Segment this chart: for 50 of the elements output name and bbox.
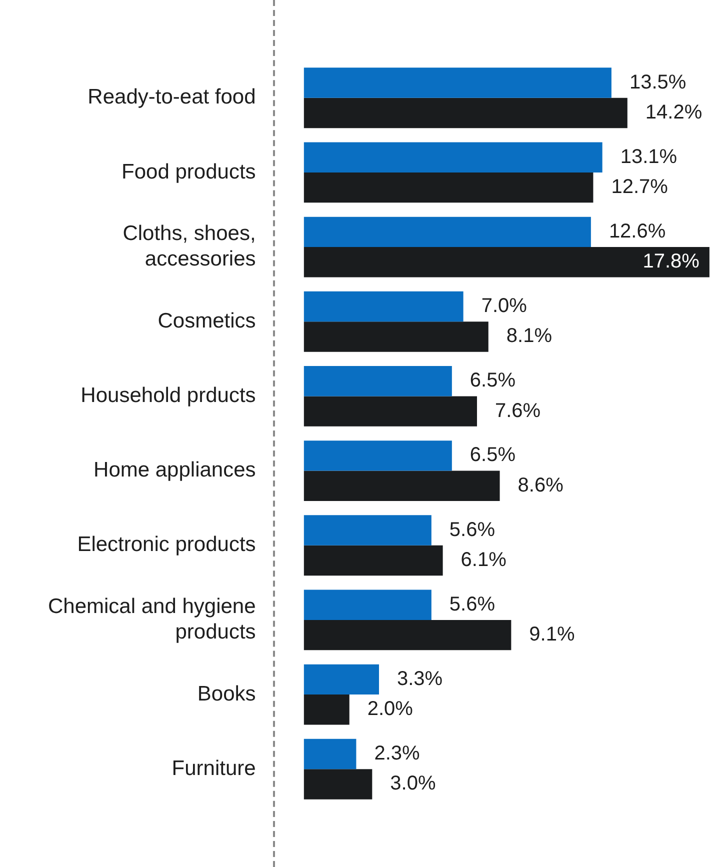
data-label: 9.1% (529, 624, 575, 646)
y-tick-label: Food products (122, 160, 256, 184)
data-label: 13.1% (620, 146, 678, 168)
data-label: 6.1% (460, 548, 507, 571)
y-tick-label: Household prducts (80, 384, 256, 408)
y-tick-label: Cloths, shoes, accessories (122, 222, 256, 270)
data-label: 13.5% (629, 71, 686, 94)
data-label: 2.0% (367, 698, 414, 720)
bar (304, 738, 356, 770)
bar (304, 515, 432, 546)
bar (304, 590, 432, 620)
bar (304, 769, 372, 800)
data-label: 7.6% (494, 400, 541, 422)
bar (304, 545, 443, 576)
data-label: 17.8% (642, 250, 700, 273)
data-label: 2.3% (374, 742, 420, 765)
y-tick-label: Ready-to-eat food (88, 86, 256, 109)
data-label: 12.6% (608, 220, 666, 242)
data-label: 6.5% (470, 370, 516, 392)
bar (304, 396, 477, 426)
data-label: 3.3% (397, 668, 443, 690)
y-tick-label: Furniture (172, 756, 256, 780)
bar (304, 470, 500, 501)
data-label: 5.6% (449, 593, 496, 616)
bar (304, 694, 350, 725)
data-label: 3.0% (390, 772, 436, 795)
bar (304, 172, 594, 203)
y-tick-label: Books (197, 682, 256, 706)
y-tick-label: Chemical and hygiene products (48, 595, 256, 644)
bar (304, 366, 452, 396)
bar (304, 664, 379, 695)
bar (304, 247, 710, 278)
bar (304, 322, 488, 352)
data-label: 6.5% (470, 444, 516, 466)
data-label: 8.6% (518, 474, 564, 496)
data-label: 7.0% (481, 295, 528, 318)
data-label: 12.7% (611, 176, 668, 198)
y-tick-label: Home appliances (94, 458, 256, 482)
y-tick-label: Cosmetics (158, 309, 256, 332)
bar (304, 440, 452, 471)
data-label: 5.6% (449, 518, 496, 541)
bar (304, 68, 612, 98)
bar (304, 142, 602, 172)
bar (304, 216, 591, 248)
data-label: 8.1% (506, 325, 552, 348)
bar (304, 620, 512, 650)
y-tick-label: Electronic products (77, 533, 256, 556)
data-label: 14.2% (645, 102, 702, 124)
bar (304, 98, 628, 128)
bar (304, 291, 464, 322)
